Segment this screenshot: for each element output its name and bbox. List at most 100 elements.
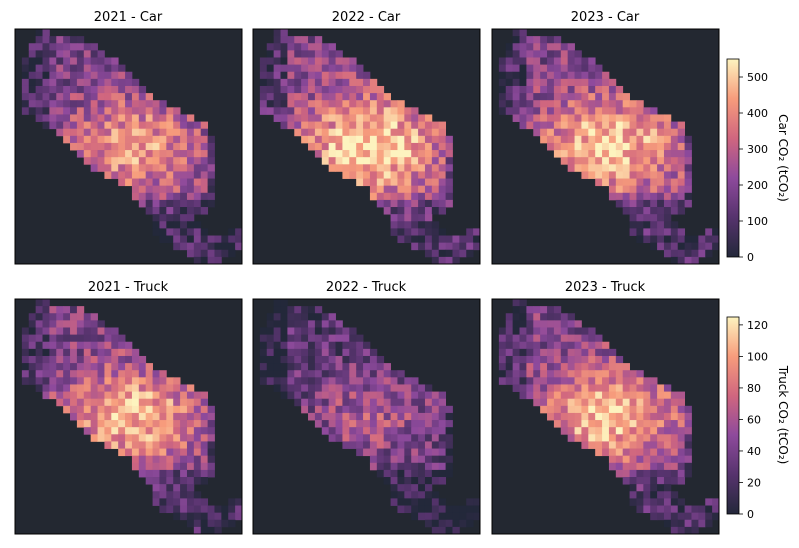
heatmap-cell <box>445 199 453 208</box>
heatmap-cell <box>335 114 343 122</box>
heatmap-cell <box>266 334 275 343</box>
heatmap-cell <box>28 93 37 101</box>
heatmap-cell <box>629 100 637 108</box>
heatmap-cell <box>145 114 153 122</box>
heatmap-cell <box>397 505 405 514</box>
heatmap-cell <box>424 484 433 492</box>
heatmap-cell <box>83 363 92 371</box>
heatmap-cell <box>445 427 453 435</box>
heatmap-cell <box>383 427 391 435</box>
heatmap-cell <box>684 256 692 265</box>
heatmap-cell <box>622 420 630 428</box>
heatmap-cell <box>308 398 316 407</box>
heatmap-cell <box>588 128 596 137</box>
heatmap-cell <box>152 150 160 158</box>
heatmap-cell <box>533 341 541 350</box>
heatmap-cell <box>145 462 153 471</box>
heatmap-cell <box>650 512 658 521</box>
heatmap-cell <box>519 313 527 321</box>
colorbar-tick-label: 100 <box>747 215 768 228</box>
heatmap-cell <box>390 100 398 108</box>
heatmap-cell <box>56 363 64 371</box>
heatmap-cell <box>636 412 644 421</box>
heatmap-cell <box>349 171 357 179</box>
heatmap-cell <box>431 434 440 442</box>
heatmap-cell <box>622 114 630 122</box>
heatmap-cell <box>553 412 562 421</box>
heatmap-cell <box>280 36 288 44</box>
heatmap-cell <box>581 420 589 428</box>
heatmap-cell <box>629 192 637 201</box>
heatmap-cell <box>636 434 644 442</box>
heatmap-cell <box>581 142 589 151</box>
heatmap-cell <box>180 192 188 201</box>
heatmap-cell <box>131 121 140 130</box>
heatmap-cell <box>404 114 412 122</box>
heatmap-cell <box>363 164 371 172</box>
heatmap-cell <box>207 199 215 208</box>
heatmap-cell <box>663 484 672 492</box>
heatmap-cell <box>512 299 520 307</box>
heatmap-cell <box>35 341 43 350</box>
heatmap-cell <box>186 178 195 187</box>
heatmap-cell <box>431 157 440 165</box>
heatmap-cell <box>629 228 637 236</box>
heatmap-cell <box>152 462 160 471</box>
heatmap-cell <box>560 420 569 428</box>
heatmap-cell <box>314 355 323 364</box>
heatmap-cell <box>445 256 453 265</box>
heatmap-cell <box>328 420 336 428</box>
heatmap-cell <box>622 469 630 478</box>
heatmap-cell <box>369 135 378 144</box>
heatmap-cell <box>335 412 343 421</box>
heatmap-cell <box>588 327 596 335</box>
heatmap-cell <box>193 256 202 265</box>
heatmap-cell <box>650 434 658 442</box>
heatmap-cell <box>145 405 153 414</box>
heatmap-cell <box>418 477 426 485</box>
heatmap-cell <box>431 519 440 528</box>
heatmap-cell <box>526 85 534 94</box>
heatmap-cell <box>397 185 405 194</box>
heatmap-cell <box>411 164 419 172</box>
heatmap-cell <box>602 448 610 457</box>
heatmap-cell <box>328 384 336 392</box>
heatmap-cell <box>145 100 153 108</box>
heatmap-cell <box>321 78 330 87</box>
heatmap-cell <box>145 434 153 442</box>
heatmap-cell <box>349 377 357 385</box>
heatmap-cell <box>49 121 57 130</box>
heatmap-cell <box>629 107 637 115</box>
heatmap-cell <box>159 405 167 414</box>
heatmap-cell <box>280 320 288 328</box>
heatmap-cell <box>314 384 323 392</box>
heatmap-cell <box>56 341 64 350</box>
heatmap-cell <box>335 164 343 172</box>
heatmap-cell <box>186 512 195 521</box>
heatmap-cell <box>404 412 412 421</box>
heatmap-cell <box>138 121 147 130</box>
heatmap-cell <box>397 142 405 151</box>
heatmap-cell <box>657 214 665 222</box>
heatmap-cell <box>131 377 140 385</box>
heatmap-cell <box>602 412 610 421</box>
heatmap-cell <box>49 327 57 335</box>
heatmap-cell <box>560 398 569 407</box>
heatmap-cell <box>595 171 603 179</box>
heatmap-cell <box>76 327 85 335</box>
heatmap-cell <box>186 199 195 208</box>
heatmap-cell <box>595 420 603 428</box>
heatmap-cell <box>104 78 112 87</box>
heatmap-cell <box>173 107 181 115</box>
heatmap-cell <box>159 128 167 137</box>
heatmap-cell <box>349 121 357 130</box>
heatmap-cell <box>152 391 160 400</box>
heatmap-cell <box>438 192 447 201</box>
heatmap-cell <box>581 114 589 122</box>
heatmap-cell <box>193 398 202 407</box>
heatmap-cell <box>657 121 665 130</box>
heatmap-cell <box>452 505 460 514</box>
heatmap-cell <box>335 341 343 350</box>
heatmap-cell <box>581 348 589 357</box>
heatmap-cell <box>180 427 188 435</box>
